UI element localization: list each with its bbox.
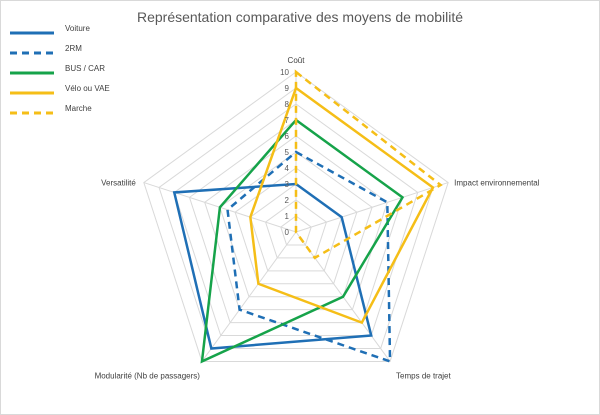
- legend-label: BUS / CAR: [65, 64, 106, 73]
- legend-label: Marche: [65, 104, 92, 113]
- axis-label: Modularité (Nb de passagers): [95, 371, 201, 380]
- series-line: [226, 150, 392, 364]
- grid-ring: [234, 167, 358, 285]
- chart-title: Représentation comparative des moyens de…: [136, 9, 464, 25]
- grid-ring: [204, 135, 388, 311]
- axis-label: Coût: [288, 56, 306, 65]
- radial-tick-label: 1: [285, 212, 290, 221]
- legend-swatch: [10, 91, 54, 95]
- axis-label: Temps de trajet: [396, 371, 451, 380]
- radial-tick-label: 7: [285, 116, 290, 125]
- legend-swatch: [10, 51, 54, 55]
- grid-ring: [264, 199, 328, 259]
- radial-tick-label: 8: [285, 100, 290, 109]
- legend-label: Voiture: [65, 24, 90, 33]
- radial-tick-label: 6: [285, 132, 290, 141]
- axis-label: Versatilité: [101, 179, 136, 188]
- axis-label: Impact environnemental: [454, 179, 540, 188]
- legend-label: Vélo ou VAE: [65, 84, 110, 93]
- radial-tick-label: 2: [285, 196, 290, 205]
- grid-ring: [280, 215, 312, 246]
- radial-tick-label: 0: [285, 228, 290, 237]
- series-line: [172, 182, 373, 350]
- legend-swatch: [10, 111, 54, 115]
- grid-spoke: [295, 182, 449, 233]
- axis-labels: Coût Impact environnemental Temps de traje…: [95, 56, 540, 380]
- grid-ring: [173, 103, 419, 337]
- radial-tick-label: 4: [285, 164, 290, 173]
- radial-tick-label: 9: [285, 84, 290, 93]
- radial-ticks: 0 1 2 3 4 5 6 7 8 9 10: [280, 68, 289, 237]
- series-line: [249, 86, 435, 325]
- grid-spoke: [201, 231, 297, 362]
- radial-tick-label: 5: [285, 148, 290, 157]
- radar-series: [172, 69, 443, 364]
- series-line: [294, 69, 443, 260]
- legend-label: 2RM: [65, 44, 82, 53]
- legend-swatch: [10, 31, 54, 35]
- grid-ring: [143, 71, 449, 362]
- series-line: [200, 118, 405, 364]
- radial-tick-label: 3: [285, 180, 290, 189]
- radial-tick-label: 10: [280, 68, 289, 77]
- legend-swatch: [10, 71, 54, 75]
